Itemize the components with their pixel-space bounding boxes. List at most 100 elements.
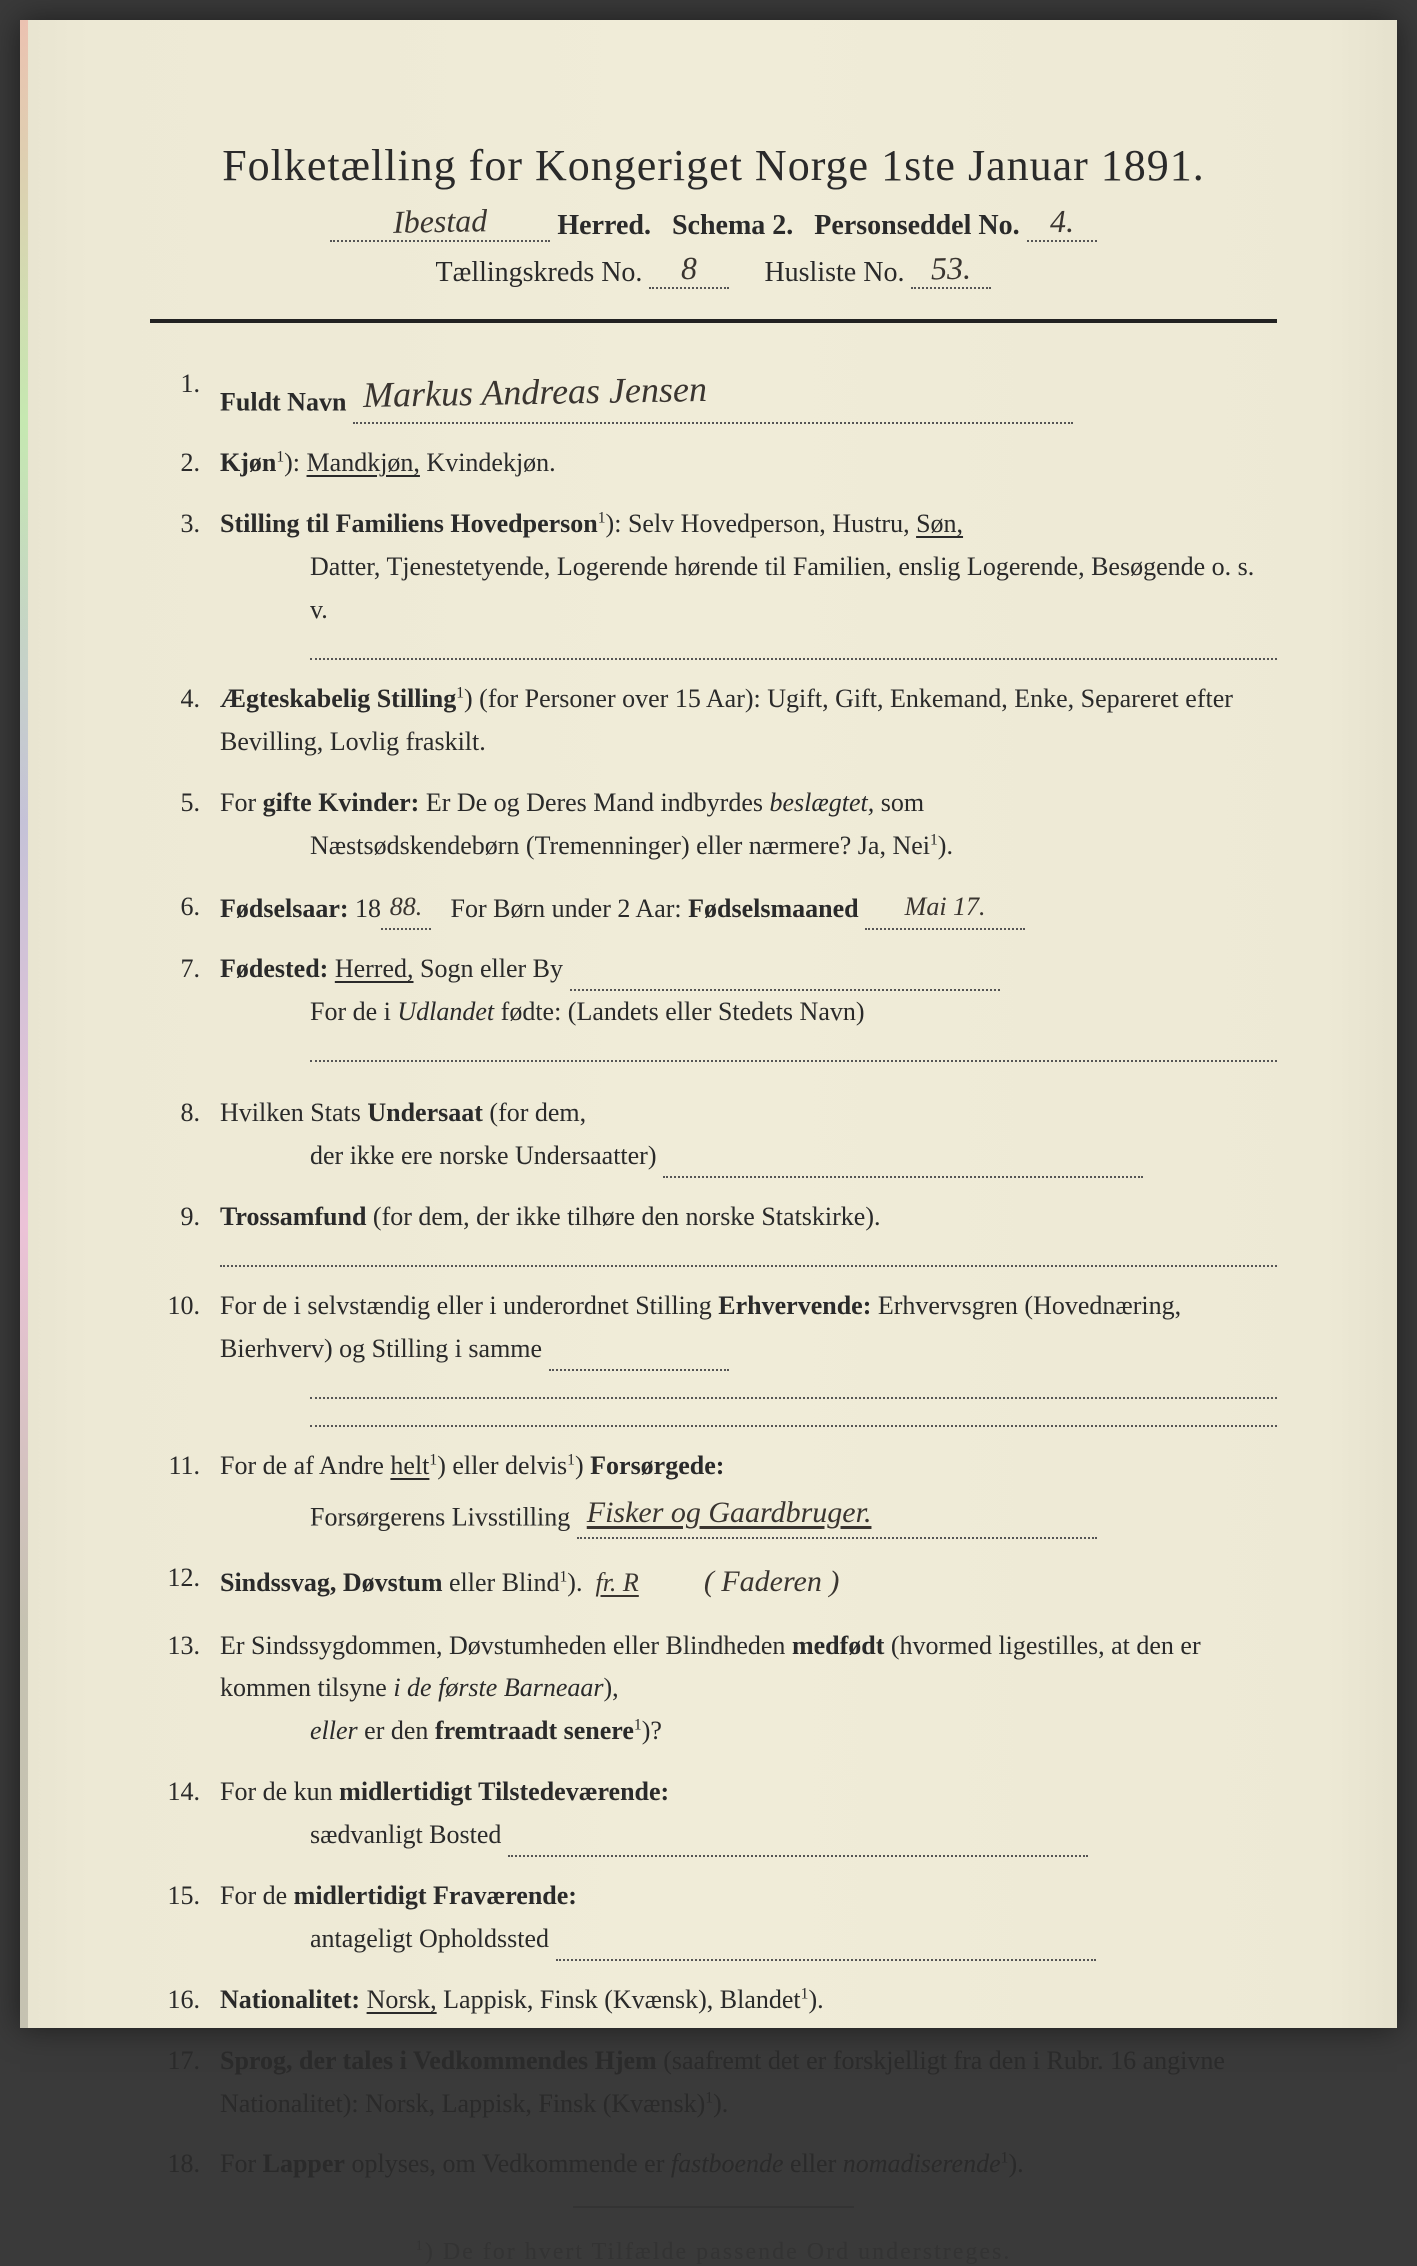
entry-num: 7.: [150, 948, 220, 1062]
line3: eller er den fremtraadt senere1)?: [220, 1710, 1277, 1753]
entry-1: 1. Fuldt Navn Markus Andreas Jensen: [150, 363, 1277, 424]
sup: 1: [1001, 2150, 1009, 2167]
entry-11: 11. For de af Andre helt1) eller delvis1…: [150, 1445, 1277, 1539]
text3: der ikke ere norske Undersaatter): [310, 1141, 657, 1170]
month-hw: Mai 17.: [905, 892, 986, 921]
entry-num: 10.: [150, 1285, 220, 1427]
taellingskreds-hw: 8: [681, 250, 698, 287]
entry-body: For de af Andre helt1) eller delvis1) Fo…: [220, 1445, 1277, 1539]
entry-13: 13. Er Sindssygdommen, Døvstumheden elle…: [150, 1625, 1277, 1754]
option-underlined: Mandkjøn,: [307, 448, 420, 477]
dotted-line: [310, 1379, 1277, 1399]
sup: 1: [276, 449, 284, 466]
entry-12: 12. Sindssvag, Døvstum eller Blind1). fr…: [150, 1557, 1277, 1607]
label: Fødested:: [220, 954, 328, 983]
entry-16: 16. Nationalitet: Norsk, Lappisk, Finsk …: [150, 1979, 1277, 2022]
label: Forsørgede:: [590, 1451, 724, 1480]
husliste-label: Husliste No.: [764, 257, 904, 288]
header-row-2: Tællingskreds No. 8 Husliste No. 53.: [150, 250, 1277, 289]
entry-num: 1.: [150, 363, 220, 424]
text2: antageligt Opholdssted: [310, 1924, 549, 1953]
text3: fødte: (Landets eller Stedets Navn): [494, 997, 864, 1026]
text: Er De og Deres Mand indbyrdes: [426, 788, 770, 817]
sup: 1: [429, 1451, 437, 1468]
entry-body: Trossamfund (for dem, der ikke tilhøre d…: [220, 1196, 1277, 1267]
entry-body: Kjøn1): Mandkjøn, Kvindekjøn.: [220, 442, 1277, 485]
label: Undersaat: [367, 1098, 483, 1127]
line2: Forsørgerens Livsstilling Fisker og Gaar…: [220, 1488, 1277, 1540]
name-hw: Markus Andreas Jensen: [362, 360, 707, 425]
footnote-sup: 1: [416, 2238, 425, 2254]
entry-body: For Lapper oplyses, om Vedkommende er fa…: [220, 2143, 1277, 2186]
entry-num: 17.: [150, 2040, 220, 2126]
entry-body: Ægteskabelig Stilling1) (for Personer ov…: [220, 678, 1277, 764]
i2: nomadiserende: [843, 2149, 1001, 2178]
entry-3: 3. Stilling til Familiens Hovedperson1):…: [150, 503, 1277, 660]
entry-5: 5. For gifte Kvinder: Er De og Deres Man…: [150, 782, 1277, 868]
text3: ),: [603, 1673, 618, 1702]
personseddel-field: 4.: [1027, 203, 1097, 242]
entry-7: 7. Fødested: Herred, Sogn eller By For d…: [150, 948, 1277, 1062]
sup: 1: [801, 1985, 809, 2002]
entry-num: 6.: [150, 886, 220, 931]
entry-num: 11.: [150, 1445, 220, 1539]
text2: eller delvis: [446, 1451, 567, 1480]
text2: For de i: [310, 997, 397, 1026]
entry-9: 9. Trossamfund (for dem, der ikke tilhør…: [150, 1196, 1277, 1267]
text1: Hvilken Stats: [220, 1098, 367, 1127]
footnote: 1) De for hvert Tilfælde passende Ord un…: [150, 2238, 1277, 2266]
text: Sogn eller By: [414, 954, 564, 983]
dotted-line: [310, 1042, 1277, 1062]
entry-body: Stilling til Familiens Hovedperson1): Se…: [220, 503, 1277, 660]
entry-4: 4. Ægteskabelig Stilling1) (for Personer…: [150, 678, 1277, 764]
text: (for dem, der ikke tilhøre den norske St…: [366, 1202, 880, 1231]
entry-num: 15.: [150, 1875, 220, 1961]
label: Fødselsaar:: [220, 894, 349, 923]
option-underlined: Søn,: [916, 509, 963, 538]
text5: ?: [650, 1716, 662, 1745]
label: midlertidigt Fraværende:: [294, 1881, 577, 1910]
label: midlertidigt Tilstedeværende:: [339, 1777, 669, 1806]
dotted-line: [570, 965, 1000, 991]
line2: sædvanligt Bosted: [220, 1814, 1277, 1857]
dotted-line: [310, 640, 1277, 660]
entry-2: 2. Kjøn1): Mandkjøn, Kvindekjøn.: [150, 442, 1277, 485]
i2: eller: [310, 1716, 358, 1745]
sup: 1: [560, 1568, 568, 1585]
entry-10: 10. For de i selvstændig eller i underor…: [150, 1285, 1277, 1427]
text: Lappisk, Finsk (Kvænsk), Blandet: [437, 1985, 801, 2014]
entry-body: Hvilken Stats Undersaat (for dem, der ik…: [220, 1092, 1277, 1178]
entry-num: 3.: [150, 503, 220, 660]
entry-num: 12.: [150, 1557, 220, 1607]
label: Fuldt Navn: [220, 388, 346, 417]
label: Lapper: [263, 2149, 345, 2178]
label: Kjøn: [220, 448, 276, 477]
label2: Fødselsmaaned: [688, 894, 858, 923]
i1: i de første Barneaar: [393, 1673, 603, 1702]
entry-body: Nationalitet: Norsk, Lappisk, Finsk (Kvæ…: [220, 1979, 1277, 2022]
line2: For de i Udlandet fødte: (Landets eller …: [220, 991, 1277, 1034]
text: eller Blind: [443, 1568, 560, 1597]
entry-8: 8. Hvilken Stats Undersaat (for dem, der…: [150, 1092, 1277, 1178]
text1: For: [220, 2149, 263, 2178]
u1: helt: [390, 1451, 429, 1480]
hw: fr. R: [595, 1568, 638, 1597]
personseddel-label: Personseddel No.: [814, 210, 1019, 241]
sup: 1: [634, 1717, 642, 1734]
herred-field: Ibestad: [330, 203, 550, 242]
option-underlined: Norsk,: [367, 1985, 437, 2014]
text1: For de: [220, 1881, 294, 1910]
entry-num: 8.: [150, 1092, 220, 1178]
dotted-line: [549, 1345, 729, 1371]
label: Sindssvag, Døvstum: [220, 1568, 443, 1597]
label: Erhvervende:: [718, 1291, 871, 1320]
b1: medfødt: [792, 1631, 884, 1660]
label: Sprog, der tales i Vedkommendes Hjem: [220, 2046, 657, 2075]
entry-15: 15. For de midlertidigt Fraværende: anta…: [150, 1875, 1277, 1961]
entry-body: Fuldt Navn Markus Andreas Jensen: [220, 363, 1277, 424]
name-field: Markus Andreas Jensen: [353, 363, 1073, 424]
footnote-text: De for hvert Tilfælde passende Ord under…: [443, 2239, 1012, 2265]
option-underlined: Herred,: [335, 954, 414, 983]
text2: oplyses, om Vedkommende er: [345, 2149, 671, 2178]
text: Selv Hovedperson, Hustru,: [628, 509, 916, 538]
